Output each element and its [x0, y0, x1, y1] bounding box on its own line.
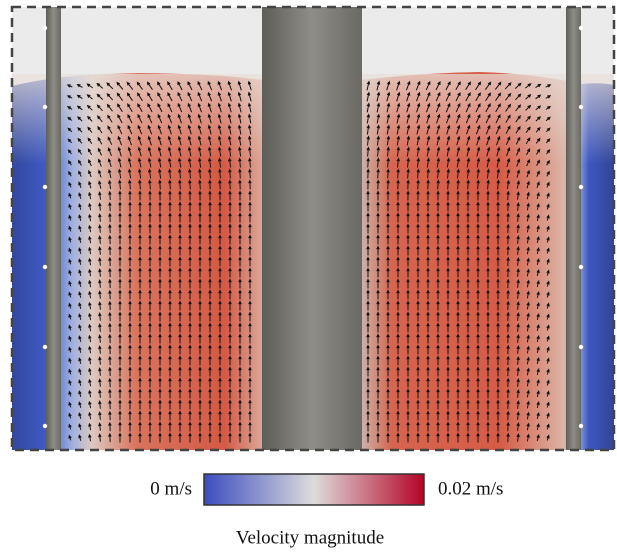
probe-dots: [42, 25, 584, 429]
left-rod: [46, 7, 61, 450]
right-rod: [566, 7, 581, 450]
colorbar: [203, 473, 425, 506]
velocity-arrows: [66, 80, 552, 443]
center-cylinder: [262, 7, 362, 450]
colorbar-max-label: 0.02 m/s: [438, 478, 503, 499]
left-fluid: [12, 73, 262, 450]
domain-border: [10, 5, 616, 452]
colorbar-min-label: 0 m/s: [150, 478, 192, 499]
colorbar-title: Velocity magnitude: [236, 527, 384, 548]
